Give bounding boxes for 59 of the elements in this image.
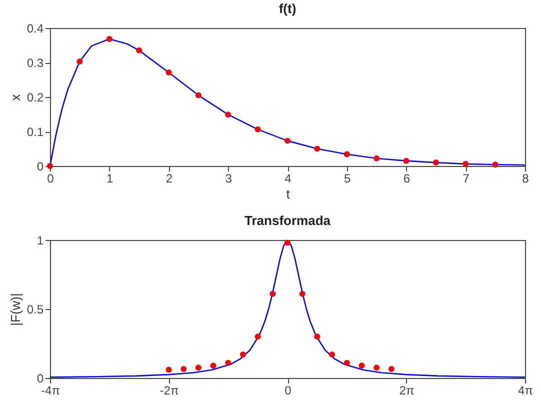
point <box>254 334 261 340</box>
point <box>254 126 261 132</box>
x-tick-label: 4π <box>518 384 533 398</box>
point <box>240 352 246 358</box>
point <box>314 334 320 340</box>
point <box>195 364 202 371</box>
point <box>344 360 350 366</box>
chart-title: f(t) <box>278 1 296 16</box>
y-axis-title: |F(w)| <box>8 293 23 326</box>
y-axis-title: x <box>8 94 23 101</box>
point <box>76 58 83 64</box>
point <box>166 366 172 373</box>
y-tick-label: 0.3 <box>26 56 44 70</box>
point <box>284 240 290 246</box>
x-tick-label: 3 <box>225 172 232 186</box>
x-tick-label: -2π <box>160 384 179 398</box>
point <box>492 162 498 168</box>
x-axis-title: t <box>286 186 290 202</box>
y-tick-label: 0.2 <box>26 90 44 104</box>
point <box>210 362 216 369</box>
y-tick-label: 0.4 <box>26 22 44 36</box>
x-tick-label: 6 <box>403 172 410 186</box>
point <box>374 155 380 162</box>
point <box>47 163 53 169</box>
x-tick-label: 8 <box>522 172 530 186</box>
y-tick-label: 0.1 <box>26 125 44 139</box>
y-tick-label: 0.5 <box>26 302 44 316</box>
y-tick-label: 1 <box>36 234 44 248</box>
point <box>388 366 394 372</box>
x-tick-label: 4 <box>284 172 292 186</box>
point <box>403 158 410 164</box>
x-tick-label: 0 <box>284 384 292 398</box>
point <box>106 36 112 42</box>
point <box>462 160 469 167</box>
point <box>180 366 187 372</box>
x-tick-label: 1 <box>106 172 114 186</box>
x-tick-label: 2π <box>399 384 414 398</box>
point <box>225 360 232 366</box>
point <box>284 138 290 144</box>
chart-title: Transformada <box>244 213 332 228</box>
x-tick-label: -4π <box>41 384 60 398</box>
y-tick-label: 0 <box>36 160 44 174</box>
x-tick-label: 2 <box>166 172 173 186</box>
point <box>270 290 276 297</box>
point <box>299 290 306 297</box>
x-tick-label: 7 <box>462 172 470 186</box>
x-tick-label: 5 <box>344 172 352 186</box>
point <box>225 112 232 118</box>
point <box>329 352 336 358</box>
point <box>166 70 172 76</box>
point <box>314 146 320 152</box>
point <box>358 362 365 369</box>
point <box>374 364 380 371</box>
point <box>432 160 439 166</box>
point <box>195 92 202 98</box>
y-tick-label: 0 <box>36 372 44 386</box>
x-tick-label: 0 <box>47 172 54 186</box>
point <box>344 151 350 158</box>
point <box>136 47 142 54</box>
